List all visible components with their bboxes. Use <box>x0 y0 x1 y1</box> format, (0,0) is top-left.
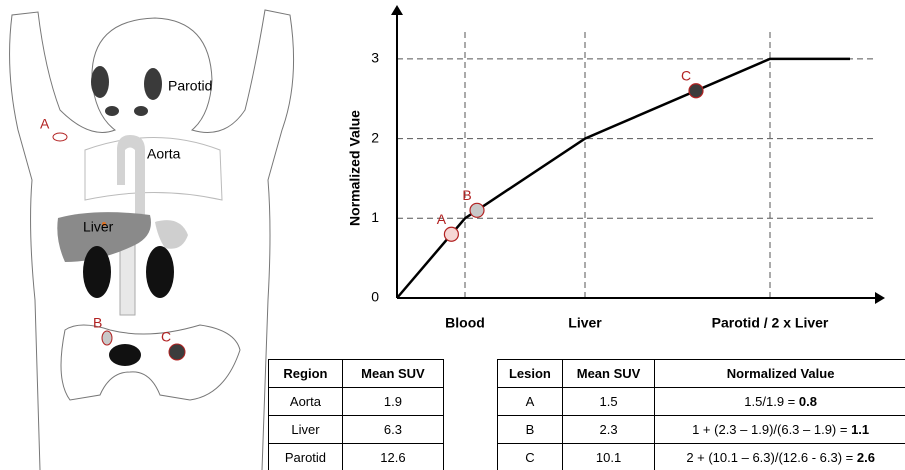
cell: 1.5 <box>562 388 654 416</box>
lesion-point-label: C <box>681 67 691 83</box>
gland <box>134 106 148 116</box>
lesion-point <box>689 84 703 98</box>
cell: Parotid <box>269 444 343 470</box>
lesion-label: B <box>93 315 102 331</box>
kidney <box>83 246 111 298</box>
parotid <box>144 68 162 100</box>
figure: Parotid Aorta Liver A B C Normalized Val… <box>0 0 905 470</box>
cell: A <box>498 388 563 416</box>
cell: 1.9 <box>342 388 443 416</box>
lesion-a <box>53 133 67 141</box>
cell: 2.3 <box>562 416 654 444</box>
organ-label: Liver <box>83 219 114 235</box>
x-axis-arrow <box>875 292 885 304</box>
lesion-label: C <box>161 329 171 345</box>
cell: B <box>498 416 563 444</box>
result: 0.8 <box>799 394 817 409</box>
gland <box>105 106 119 116</box>
organ-label: Aorta <box>147 146 181 162</box>
header-cell: Lesion <box>498 360 563 388</box>
y-tick-label: 2 <box>371 129 379 145</box>
cell: 10.1 <box>562 444 654 470</box>
result: 2.6 <box>857 450 875 465</box>
cell: 6.3 <box>342 416 443 444</box>
cell: 1.5/1.9 = 0.8 <box>655 388 905 416</box>
parotid <box>91 66 109 98</box>
cell: 2 + (10.1 – 6.3)/(12.6 - 6.3) = 2.6 <box>655 444 905 470</box>
lesion-point-label: A <box>437 211 447 227</box>
formula: 1 + (2.3 – 1.9)/(6.3 – 1.9) = <box>692 422 851 437</box>
lesion-point <box>470 203 484 217</box>
header-cell: Mean SUV <box>342 360 443 388</box>
header-cell: Region <box>269 360 343 388</box>
y-axis-label: Normalized Value <box>347 110 363 226</box>
cell: C <box>498 444 563 470</box>
cell: 12.6 <box>342 444 443 470</box>
organs <box>53 66 188 366</box>
lesion-point-label: B <box>462 187 471 203</box>
organ-label: Parotid <box>168 78 212 94</box>
cell: Aorta <box>269 388 343 416</box>
x-tick-label: Parotid / 2 x Liver <box>712 315 829 331</box>
kidney <box>146 246 174 298</box>
y-tick-label: 0 <box>371 289 379 305</box>
lesion-label: A <box>40 116 50 132</box>
lesion-b <box>102 331 112 345</box>
y-tick-label: 3 <box>371 50 379 66</box>
header-cell: Mean SUV <box>562 360 654 388</box>
cell: Liver <box>269 416 343 444</box>
y-tick-label: 1 <box>371 209 379 225</box>
cell: 1 + (2.3 – 1.9)/(6.3 – 1.9) = 1.1 <box>655 416 905 444</box>
lesion-point <box>444 227 458 241</box>
bladder <box>109 344 141 366</box>
x-tick-label: Blood <box>445 315 485 331</box>
pelvis <box>61 325 240 400</box>
spleen <box>155 220 188 249</box>
result: 1.1 <box>851 422 869 437</box>
y-axis-arrow <box>391 5 403 15</box>
formula: 2 + (10.1 – 6.3)/(12.6 - 6.3) = <box>686 450 857 465</box>
x-tick-label: Liver <box>568 315 602 331</box>
header-cell: Normalized Value <box>655 360 905 388</box>
aorta <box>117 135 145 215</box>
formula: 1.5/1.9 = <box>744 394 799 409</box>
lesion-c <box>169 344 185 360</box>
